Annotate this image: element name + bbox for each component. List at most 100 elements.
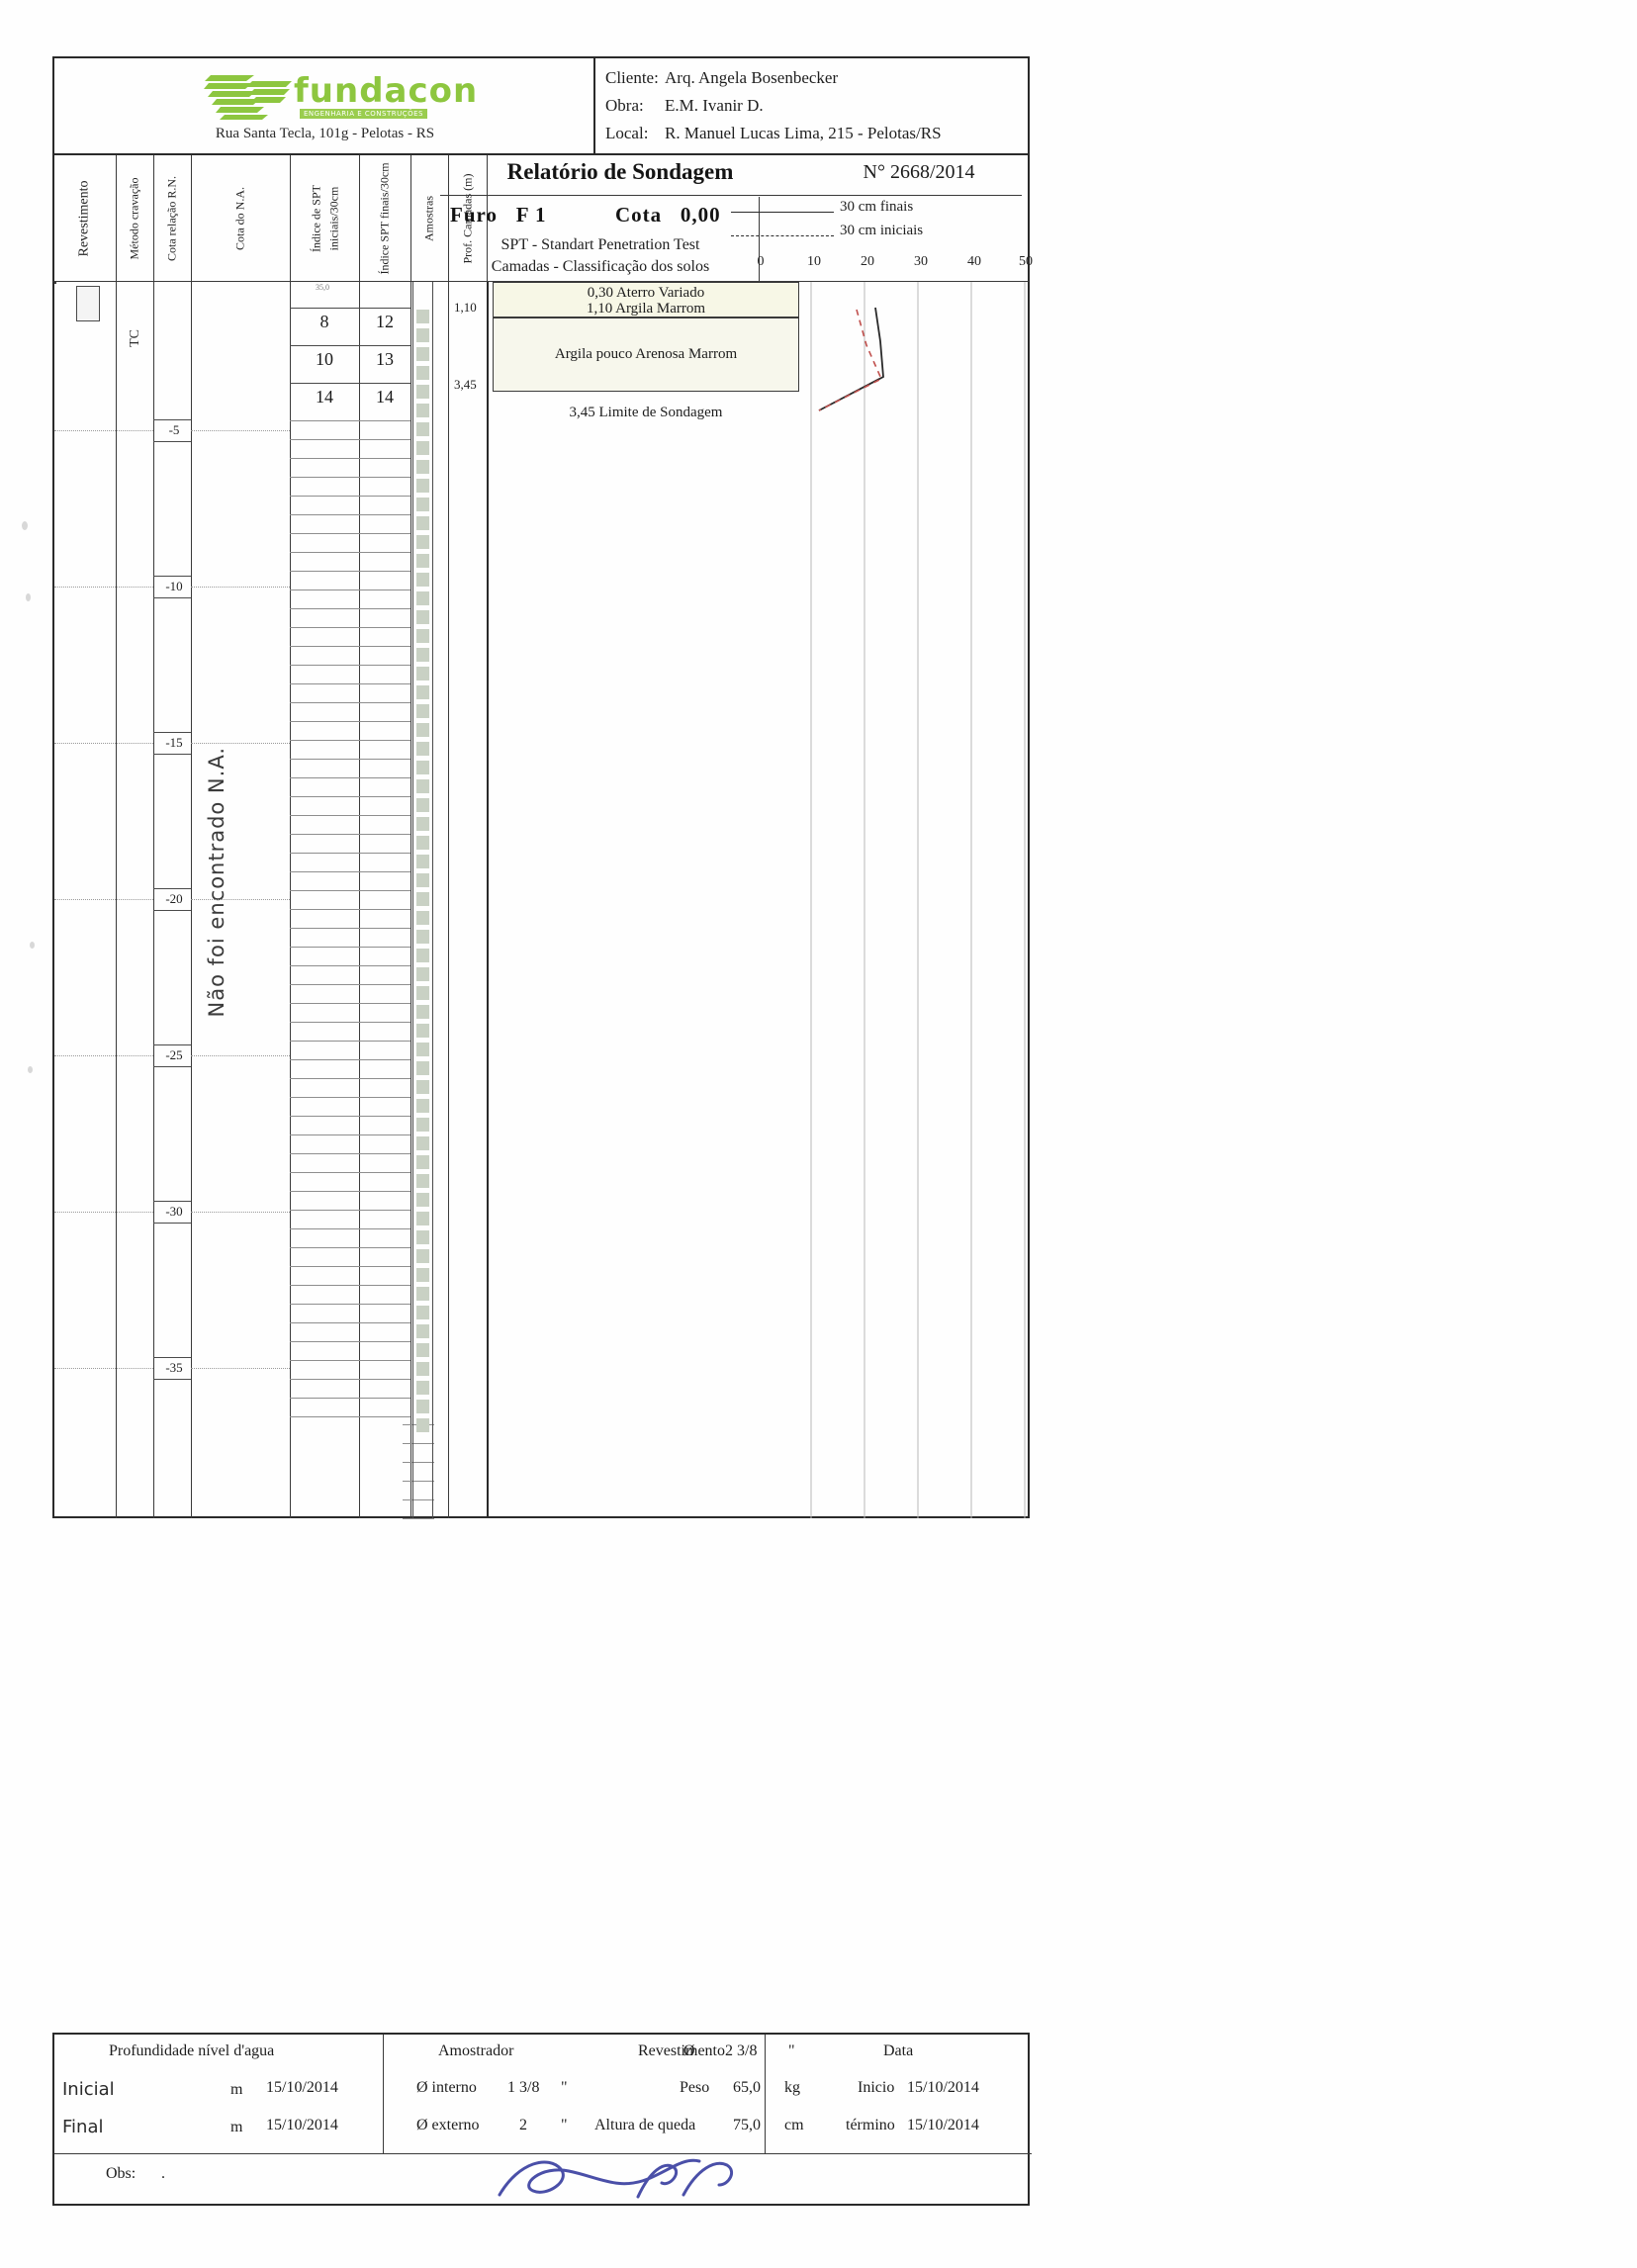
footer-casing-diam-symbol: Ø: [683, 2042, 695, 2059]
body-col-divider-main: [487, 282, 489, 1518]
ruler-tick: [290, 439, 410, 440]
spt-plot-area: [801, 282, 1032, 1518]
title-vertical-divider: [759, 197, 760, 282]
ruler-tick: [290, 759, 410, 760]
sample-segment: [416, 798, 429, 812]
body-col-metodo: [116, 282, 154, 1518]
footer-inicial-label: Inicial: [62, 2079, 115, 2100]
ruler-tick: [290, 1247, 410, 1248]
footer-interno-unit: ": [561, 2079, 568, 2096]
sample-segment: [416, 1174, 429, 1188]
sample-rail: [412, 282, 413, 1518]
ruler-tick: [290, 853, 410, 854]
col-label-spt-finais: Índice SPT finais/30cm: [377, 162, 392, 275]
ruler-tick: [290, 627, 410, 628]
ruler-tick: [290, 1285, 410, 1286]
depth-guide-line: [54, 1368, 153, 1369]
depth-scale-tick: [153, 576, 191, 577]
ruler-tick: [403, 1462, 434, 1463]
sample-segment: [416, 1080, 429, 1094]
ruler-tick: [290, 683, 410, 684]
sample-segment: [416, 685, 429, 699]
ruler-tick: [290, 571, 410, 572]
footer-externo-unit: ": [561, 2117, 568, 2133]
ruler-tick: [403, 1481, 434, 1482]
footer-interno-value: 1 3/8: [507, 2079, 540, 2096]
ruler-tick: [290, 1134, 410, 1135]
spt-iniciais-3: 14: [316, 387, 333, 407]
ruler-tick: [290, 552, 410, 553]
ruler-tick: [290, 1153, 410, 1154]
ruler-tick: [290, 721, 410, 722]
furo-field: Furo F 1: [450, 203, 547, 227]
ruler-tick: [290, 947, 410, 948]
report-title: Relatório de Sondagem: [506, 159, 734, 184]
sample-segment: [416, 1024, 429, 1038]
sample-segment: [416, 1418, 429, 1432]
ruler-tick: [290, 533, 410, 534]
body-col-spt-finais: [359, 282, 411, 1518]
camadas-subtitle: Camadas - Classificação dos solos: [491, 258, 710, 275]
col-header-spt-finais: Índice SPT finais/30cm: [359, 155, 411, 282]
spt-finais-2: 13: [376, 349, 394, 369]
log-body: TC Não foi encontrado N.A. 35,0 8 12 10 …: [52, 282, 1032, 1519]
sample-segment: [416, 1212, 429, 1225]
report-number: N° 2668/2014: [863, 161, 975, 183]
col-header-cota-na: Cota do N.A.: [191, 155, 291, 282]
body-col-cota-rn: [153, 282, 192, 1518]
sample-segment: [416, 742, 429, 756]
ruler-tick: [290, 646, 410, 647]
legend-finais-label: 30 cm finais: [840, 199, 914, 215]
signature-mark: [498, 2158, 733, 2199]
col-label-metodo: Método cravação: [127, 177, 141, 260]
sample-segment: [416, 1118, 429, 1132]
depth-guide-line: [191, 430, 290, 431]
ruler-tick: [290, 1041, 410, 1042]
local-label: Local:: [605, 124, 649, 142]
col-header-metodo: Método cravação: [116, 155, 154, 282]
footer-externo-value: 2: [519, 2117, 527, 2133]
footer-casing-diam-value: 2 3/8: [725, 2042, 758, 2059]
col-header-cota-rn: Cota relação R.N.: [153, 155, 192, 282]
depth-guide-line: [191, 1055, 290, 1056]
client-label: Cliente:: [605, 68, 659, 87]
ruler-tick: [290, 909, 410, 910]
footer-divider-2: [765, 2035, 766, 2153]
depth-scale-tick: [153, 1066, 191, 1067]
local-row: Local: R. Manuel Lucas Lima, 215 - Pelota…: [605, 124, 942, 143]
ruler-tick: [290, 1210, 410, 1211]
sample-segment: [416, 911, 429, 925]
ruler-tick: [290, 458, 410, 459]
sample-segment: [416, 949, 429, 962]
sample-segment: [416, 967, 429, 981]
depth-guide-line: [54, 430, 153, 431]
depth-scale-label: -25: [165, 1047, 183, 1062]
footer-inicio-label: Inicio: [858, 2079, 895, 2096]
ruler-tick: [403, 1499, 434, 1500]
obra-row: Obra: E.M. Ivanir D.: [605, 96, 764, 116]
footer-title-data: Data: [883, 2042, 914, 2059]
depth-guide-line: [54, 1055, 153, 1056]
sample-segment: [416, 1136, 429, 1150]
ruler-tick: [290, 834, 410, 835]
ruler-tick: [290, 984, 410, 985]
axis-tick-50: 50: [1019, 254, 1033, 269]
limit-note: 3,45 Limite de Sondagem: [569, 405, 723, 420]
ruler-tick: [290, 1003, 410, 1004]
ruler-tick: [290, 815, 410, 816]
col-header-revestimento: Revestimento: [54, 155, 117, 282]
sample-segment: [416, 1268, 429, 1282]
depth-scale-tick: [153, 1357, 191, 1358]
ruler-tick: [290, 1172, 410, 1173]
sample-segment: [416, 1381, 429, 1395]
fundacon-mark-icon: [204, 75, 292, 120]
depth-scale-label: -35: [165, 1360, 183, 1375]
obra-label: Obra:: [605, 96, 644, 115]
layer-anchor: [54, 282, 56, 284]
furo-label: Furo: [450, 203, 498, 227]
sample-segment: [416, 667, 429, 680]
cota-label: Cota: [615, 203, 663, 227]
sample-segment: [416, 1249, 429, 1263]
ruler-tick: [290, 1379, 410, 1380]
